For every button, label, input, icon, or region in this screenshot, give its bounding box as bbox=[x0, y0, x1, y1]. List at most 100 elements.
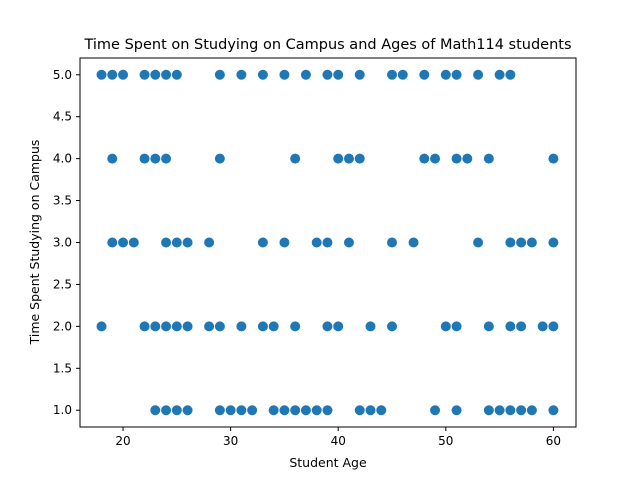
data-point bbox=[204, 237, 215, 248]
data-point bbox=[483, 405, 494, 416]
data-point bbox=[516, 237, 527, 248]
data-point bbox=[322, 237, 333, 248]
data-point bbox=[548, 237, 559, 248]
data-point bbox=[139, 69, 150, 80]
data-point bbox=[387, 237, 398, 248]
data-point bbox=[548, 321, 559, 332]
y-tick-label: 4.0 bbox=[53, 152, 72, 166]
data-point bbox=[171, 405, 182, 416]
data-point bbox=[161, 69, 172, 80]
data-point bbox=[333, 69, 344, 80]
data-point bbox=[150, 405, 161, 416]
data-point bbox=[365, 321, 376, 332]
data-point bbox=[354, 405, 365, 416]
data-point bbox=[171, 321, 182, 332]
data-point bbox=[290, 153, 301, 164]
data-point bbox=[387, 69, 398, 80]
data-point bbox=[150, 153, 161, 164]
data-point bbox=[440, 321, 451, 332]
data-point bbox=[473, 237, 484, 248]
data-point bbox=[483, 321, 494, 332]
data-point bbox=[300, 69, 311, 80]
data-point bbox=[214, 321, 225, 332]
data-point bbox=[343, 153, 354, 164]
data-point bbox=[387, 321, 398, 332]
data-point bbox=[161, 405, 172, 416]
data-point bbox=[161, 237, 172, 248]
data-point bbox=[354, 69, 365, 80]
data-point bbox=[268, 321, 279, 332]
data-point bbox=[430, 405, 441, 416]
data-point bbox=[139, 321, 150, 332]
data-point bbox=[505, 405, 516, 416]
data-point bbox=[483, 153, 494, 164]
y-tick-label: 5.0 bbox=[53, 68, 72, 82]
data-point bbox=[182, 237, 193, 248]
data-point bbox=[505, 69, 516, 80]
data-point bbox=[548, 153, 559, 164]
data-point bbox=[290, 405, 301, 416]
data-point bbox=[419, 153, 430, 164]
data-point bbox=[526, 237, 537, 248]
data-point bbox=[214, 405, 225, 416]
y-tick-label: 4.5 bbox=[53, 110, 72, 124]
data-point bbox=[451, 153, 462, 164]
data-point bbox=[537, 321, 548, 332]
data-point bbox=[343, 237, 354, 248]
y-tick-label: 2.0 bbox=[53, 319, 72, 333]
data-point bbox=[257, 321, 268, 332]
data-point bbox=[548, 405, 559, 416]
data-point bbox=[376, 405, 387, 416]
data-point bbox=[236, 405, 247, 416]
data-point bbox=[494, 69, 505, 80]
data-point bbox=[171, 237, 182, 248]
data-point bbox=[290, 321, 301, 332]
data-point bbox=[279, 69, 290, 80]
data-point bbox=[214, 153, 225, 164]
data-point bbox=[419, 69, 430, 80]
y-tick-label: 3.5 bbox=[53, 194, 72, 208]
x-tick-label: 40 bbox=[331, 434, 346, 448]
data-point bbox=[451, 405, 462, 416]
data-point bbox=[161, 321, 172, 332]
data-point bbox=[279, 405, 290, 416]
y-axis-label: Time Spent Studying on Campus bbox=[27, 140, 42, 346]
chart-title: Time Spent on Studying on Campus and Age… bbox=[83, 37, 571, 53]
data-point bbox=[505, 237, 516, 248]
data-point bbox=[365, 405, 376, 416]
data-point bbox=[300, 405, 311, 416]
data-point bbox=[171, 69, 182, 80]
y-tick-label: 2.5 bbox=[53, 277, 72, 291]
x-tick-label: 60 bbox=[546, 434, 561, 448]
data-point bbox=[526, 405, 537, 416]
data-point bbox=[279, 237, 290, 248]
x-tick-label: 20 bbox=[115, 434, 130, 448]
data-point bbox=[161, 153, 172, 164]
data-point bbox=[462, 153, 473, 164]
data-point bbox=[354, 153, 365, 164]
data-point bbox=[451, 321, 462, 332]
data-point bbox=[430, 153, 441, 164]
data-point bbox=[408, 237, 419, 248]
data-point bbox=[473, 69, 484, 80]
x-tick-label: 50 bbox=[438, 434, 453, 448]
y-axis-ticks: 1.0 1.5 2.0 2.5 3.0 3.5 4.0 4.5 5.0 bbox=[53, 68, 80, 417]
data-point bbox=[118, 69, 129, 80]
data-point bbox=[107, 69, 118, 80]
data-point bbox=[107, 153, 118, 164]
y-tick-label: 1.5 bbox=[53, 361, 72, 375]
data-point bbox=[257, 69, 268, 80]
data-point bbox=[494, 405, 505, 416]
y-tick-label: 3.0 bbox=[53, 236, 72, 250]
data-point bbox=[204, 321, 215, 332]
data-point bbox=[247, 405, 258, 416]
data-point bbox=[139, 153, 150, 164]
x-axis-ticks: 20 30 40 50 60 bbox=[115, 427, 561, 448]
data-point bbox=[214, 69, 225, 80]
data-point bbox=[118, 237, 129, 248]
data-point bbox=[236, 321, 247, 332]
data-point bbox=[96, 321, 107, 332]
data-point bbox=[322, 405, 333, 416]
data-point bbox=[107, 237, 118, 248]
